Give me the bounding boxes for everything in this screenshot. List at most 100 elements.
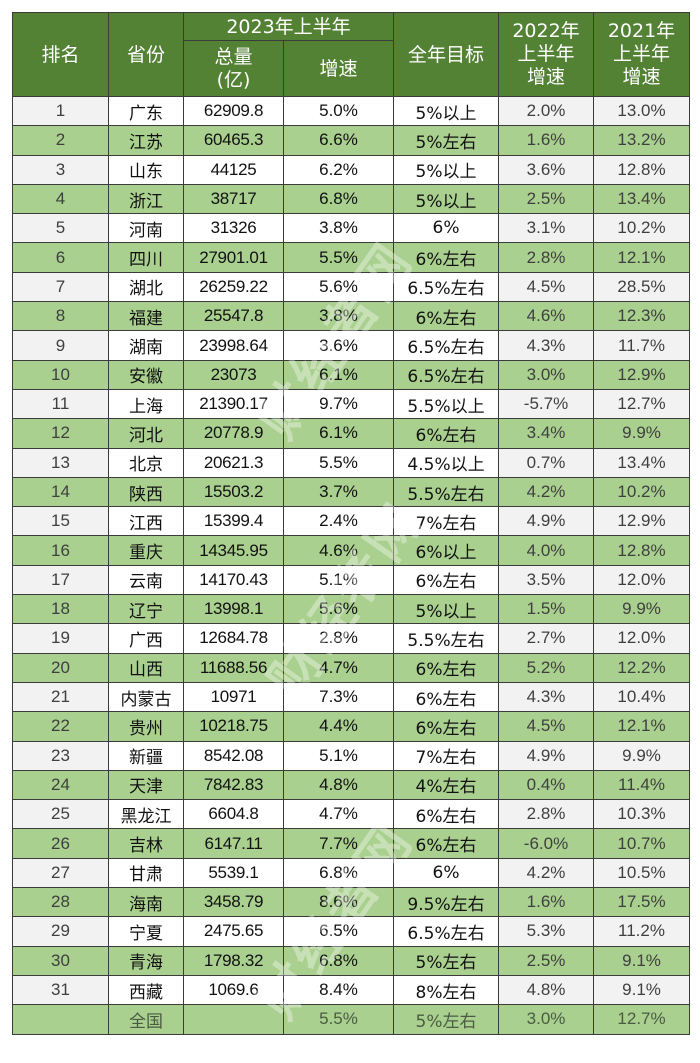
cell-growth: 6.8% — [282, 183, 395, 215]
table-row: 29 宁夏 2475.65 6.5% 6.5%左右 5.3% 11.2% — [12, 916, 691, 947]
table-row: 28 海南 3458.79 8.6% 9.5%左右 1.6% 17.5% — [12, 887, 691, 918]
cell-2021-growth: 13.4% — [593, 183, 691, 215]
cell-rank: 28 — [12, 887, 109, 918]
cell-2021-growth: 12.0% — [593, 564, 691, 596]
cell-total: 5539.1 — [183, 857, 284, 889]
cell-growth: 5.5% — [282, 447, 395, 478]
gdp-ranking-table: 排名 省份 2023年上半年 全年目标 2022年 上半年 增速 2021年 上… — [12, 12, 691, 1035]
cell-target: 6%左右 — [393, 828, 500, 859]
cell-2022-growth: 2.0% — [498, 95, 595, 127]
cell-province: 云南 — [108, 564, 184, 596]
cell-growth: 6.5% — [282, 916, 395, 947]
cell-total: 1798.32 — [183, 945, 284, 976]
cell-target: 6.5%左右 — [393, 916, 500, 947]
cell-province: 西藏 — [108, 974, 184, 1006]
cell-rank: 11 — [12, 388, 109, 420]
cell-province: 天津 — [108, 769, 184, 801]
cell-2022-growth: 0.4% — [498, 769, 595, 801]
cell-2021-growth: 12.8% — [593, 154, 691, 185]
header-total-line2: (亿) — [216, 68, 251, 91]
cell-2021-growth: 12.1% — [593, 242, 691, 273]
cell-province: 广西 — [108, 623, 184, 654]
cell-2021-growth: 13.0% — [593, 95, 691, 127]
cell-rank: 17 — [12, 564, 109, 596]
table-row: 19 广西 12684.78 2.8% 5.5%左右 2.7% 12.0% — [12, 623, 691, 654]
cell-2022-growth: 1.5% — [498, 594, 595, 625]
cell-growth: 4.6% — [282, 535, 395, 566]
cell-province: 青海 — [108, 945, 184, 976]
cell-total: 23998.64 — [183, 330, 284, 361]
cell-total: 23073 — [183, 359, 284, 390]
cell-2021-growth: 9.9% — [593, 418, 691, 449]
cell-growth: 8.6% — [282, 887, 395, 918]
cell-2022-growth: 5.3% — [498, 916, 595, 947]
cell-2022-growth: 2.7% — [498, 623, 595, 654]
cell-total: 15503.2 — [183, 476, 284, 508]
cell-rank: 30 — [12, 945, 109, 976]
cell-total: 6147.11 — [183, 828, 284, 859]
cell-total: 62909.8 — [183, 95, 284, 127]
cell-total: 13998.1 — [183, 594, 284, 625]
cell-2021-growth: 11.7% — [593, 330, 691, 361]
table-row: 6 四川 27901.01 5.5% 6%左右 2.8% 12.1% — [12, 242, 691, 273]
cell-rank: 9 — [12, 330, 109, 361]
cell-2022-growth: 5.2% — [498, 652, 595, 683]
cell-province: 甘肃 — [108, 857, 184, 889]
cell-province: 江苏 — [108, 125, 184, 156]
table-row: 12 河北 20778.9 6.1% 6%左右 3.4% 9.9% — [12, 418, 691, 449]
cell-2021-growth: 9.9% — [593, 594, 691, 625]
cell-growth: 3.6% — [282, 330, 395, 361]
cell-rank: 23 — [12, 740, 109, 771]
cell-2022-growth: 1.6% — [498, 125, 595, 156]
cell-2022-growth: 2.8% — [498, 799, 595, 830]
cell-rank: 15 — [12, 506, 109, 537]
cell-2022-growth: 4.0% — [498, 535, 595, 566]
cell-2021-growth: 9.1% — [593, 945, 691, 976]
cell-rank: 31 — [12, 974, 109, 1006]
cell-growth: 4.8% — [282, 769, 395, 801]
table-row: 26 吉林 6147.11 7.7% 6%左右 -6.0% 10.7% — [12, 828, 691, 859]
cell-growth: 6.6% — [282, 125, 395, 156]
table-row: 20 山西 11688.56 4.7% 6%左右 5.2% 12.2% — [12, 652, 691, 683]
cell-growth: 6.1% — [282, 359, 395, 390]
table-row: 24 天津 7842.83 4.8% 4%左右 0.4% 11.4% — [12, 769, 691, 801]
cell-province: 湖南 — [108, 330, 184, 361]
cell-total: 31326 — [183, 213, 284, 244]
cell-total: 14170.43 — [183, 564, 284, 596]
cell-target: 7%左右 — [393, 740, 500, 771]
table-row: 21 内蒙古 10971 7.3% 6%左右 4.3% 10.4% — [12, 681, 691, 713]
header-total-line1: 总量 — [214, 45, 253, 68]
table-row: 9 湖南 23998.64 3.6% 6.5%左右 4.3% 11.7% — [12, 330, 691, 361]
header-2022-h1-growth: 2022年 上半年 增速 — [498, 12, 595, 97]
table-row: 22 贵州 10218.75 4.4% 6%左右 4.5% 12.1% — [12, 711, 691, 742]
cell-growth: 3.8% — [282, 213, 395, 244]
table-row: 10 安徽 23073 6.1% 6.5%左右 3.0% 12.9% — [12, 359, 691, 390]
cell-total: 1069.6 — [183, 974, 284, 1006]
cell-growth: 4.7% — [282, 799, 395, 830]
cell-2022-growth: 4.8% — [498, 974, 595, 1006]
cell-rank: 10 — [12, 359, 109, 390]
cell-rank: 20 — [12, 652, 109, 683]
cell-rank: 19 — [12, 623, 109, 654]
cell-rank: 24 — [12, 769, 109, 801]
cell-2021-growth: 13.4% — [593, 447, 691, 478]
cell-total: 12684.78 — [183, 623, 284, 654]
cell-province: 福建 — [108, 301, 184, 332]
cell-rank: 25 — [12, 799, 109, 830]
cell-target: 5%以上 — [393, 594, 500, 625]
header-2021-line2: 上半年 — [613, 43, 671, 65]
header-2023-h1: 2023年上半年 — [182, 12, 395, 41]
cell-target: 6.5%左右 — [393, 359, 500, 390]
cell-2022-growth: 3.1% — [498, 213, 595, 244]
cell-rank: 29 — [12, 916, 109, 947]
table-header: 排名 省份 2023年上半年 全年目标 2022年 上半年 增速 2021年 上… — [12, 12, 691, 97]
cell-2022-growth: 4.2% — [498, 476, 595, 508]
cell-target: 9.5%左右 — [393, 887, 500, 918]
cell-target: 5%左右 — [393, 125, 500, 156]
cell-target: 8%左右 — [393, 974, 500, 1006]
cell-total: 60465.3 — [183, 125, 284, 156]
table-body: 1 广东 62909.8 5.0% 5%以上 2.0% 13.0% 2 江苏 60465.3 6.6… — [12, 95, 691, 1035]
cell-province: 四川 — [108, 242, 184, 273]
cell-rank: 3 — [12, 154, 109, 185]
cell-growth: 7.3% — [282, 681, 395, 713]
